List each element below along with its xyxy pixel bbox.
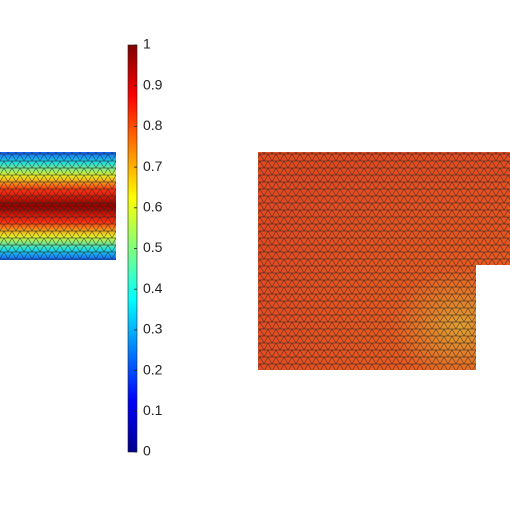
right-mesh-lines (258, 152, 510, 370)
left-mesh (0, 152, 116, 260)
colorbar-tick-label: 0.5 (143, 239, 163, 255)
colorbar-tick-label: 1 (143, 36, 151, 52)
right-mesh (258, 152, 510, 370)
colorbar-tick-label: 0.6 (143, 199, 163, 215)
colorbar-tick-label: 0.4 (143, 280, 163, 296)
colorbar-tick-label: 0.8 (143, 117, 163, 133)
colorbar-tick-label: 0.3 (143, 321, 163, 337)
colorbar-tick-label: 0.7 (143, 158, 163, 174)
colorbar-tick-label: 0.1 (143, 402, 163, 418)
colorbar-tick-label: 0.9 (143, 76, 163, 92)
colorbar-tick-label: 0.2 (143, 361, 163, 377)
colorbar-tick-label: 0 (143, 443, 151, 459)
left-mesh-lines (0, 152, 116, 260)
